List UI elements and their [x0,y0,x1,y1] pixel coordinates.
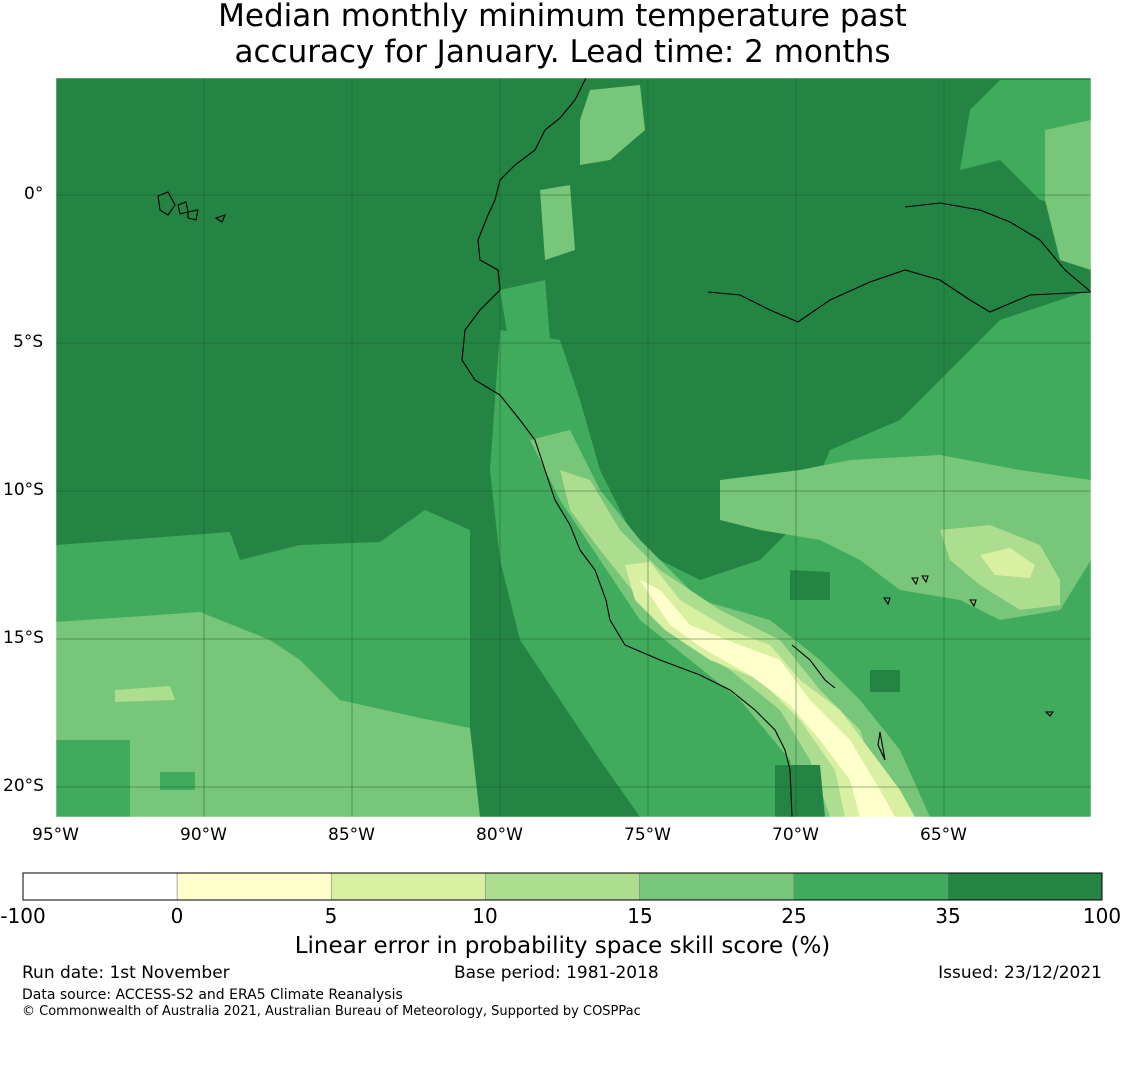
lon-label-80w: 80°W [476,825,523,845]
lat-label-20s: 20°S [3,776,44,796]
colorbar-bin-4 [639,872,795,901]
river-amazon-north [904,202,1091,293]
map-frame [55,77,1092,818]
run-date: Run date: 1st November [22,963,230,983]
river-amazon-main [707,269,1091,323]
coastlines [157,78,1091,817]
lake-1 [910,577,919,586]
map-title-line-1: Median monthly minimum temperature past [218,0,907,34]
colorbar-tick-0: 0 [170,904,184,928]
colorbar-tick-25: 25 [781,904,807,928]
skill-region-15-25-ocean [56,612,480,817]
lake-2 [920,575,929,584]
lon-label-95w: 95°W [32,825,79,845]
skill-region-35-100-altiplano [775,765,825,817]
skill-region-15-25-andes-north [580,85,645,165]
colorbar-tick-100: 100 [1082,904,1122,928]
lake-4 [882,597,891,606]
colorbar-bin-0 [22,872,178,901]
colorbar-bin-2 [330,872,486,901]
galapagos-island-1 [157,191,176,216]
colorbar-tick-minus-100: -100 [0,904,46,928]
lake-titicaca [791,644,836,689]
coastline-pacific [461,78,793,817]
gridlines [56,78,1091,817]
lat-label-5s: 5°S [13,332,44,352]
lake-3 [968,599,977,608]
galapagos-island-3 [187,209,199,221]
lon-label-85w: 85°W [328,825,375,845]
colorbar-frame [22,872,1103,901]
colorbar-tick-10: 10 [472,904,498,928]
lon-label-75w: 75°W [624,825,671,845]
skill-score-field [56,78,1091,817]
colorbar-tick-5: 5 [324,904,338,928]
data-source: Data source: ACCESS-S2 and ERA5 Climate … [22,987,403,1003]
base-period: Base period: 1981-2018 [454,963,659,983]
colorbar-bin-5 [793,872,949,901]
skill-region-25-35-land [490,290,1091,817]
colorbar [22,872,1103,901]
galapagos-island-4 [214,214,226,223]
skill-region-10-15-patch [115,686,175,702]
skill-region-25-35-patch [160,772,195,790]
skill-region-35-100-patch-2 [870,670,900,692]
skill-region-25-35-coast [500,280,550,350]
lat-label-15s: 15°S [3,628,44,648]
skill-region-25-35-ocean-sw [56,740,130,817]
lake-5 [1044,711,1055,717]
copyright: © Commonwealth of Australia 2021, Austra… [22,1004,641,1019]
colorbar-bin-6 [947,872,1103,901]
colorbar-tick-15: 15 [627,904,653,928]
lon-label-70w: 70°W [772,825,819,845]
lake-poopo [877,731,886,761]
skill-region-35-100-patch [790,570,830,600]
issued-date: Issued: 23/12/2021 [938,963,1102,983]
lat-label-10s: 10°S [3,480,44,500]
colorbar-title: Linear error in probability space skill … [294,933,831,959]
skill-region-5-10-bolivia [980,548,1035,578]
colorbar-tick-35: 35 [935,904,961,928]
colorbar-bin-1 [176,872,332,901]
colorbar-bin-3 [485,872,640,901]
skill-region-15-25-andes-ecuador [540,185,575,260]
map-title-line-2: accuracy for January. Lead time: 2 month… [234,34,891,70]
lat-label-0: 0° [24,184,44,204]
lon-label-65w: 65°W [920,825,967,845]
lon-label-90w: 90°W [180,825,227,845]
